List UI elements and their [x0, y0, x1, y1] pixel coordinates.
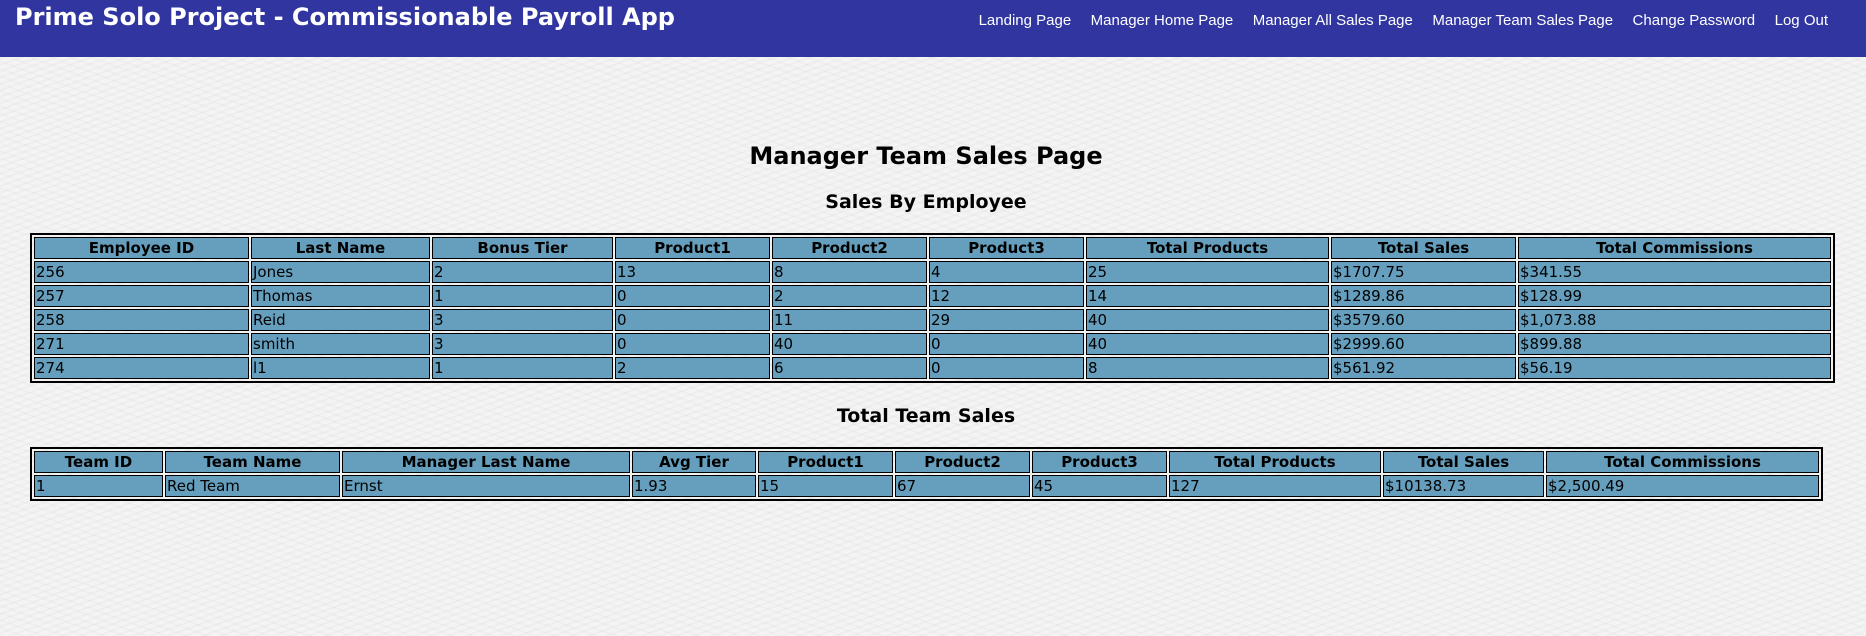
table-cell: Jones: [251, 261, 430, 283]
column-header: Total Commissions: [1518, 237, 1831, 259]
table-row: 271 smith 3 0 40 0 40 $2999.60 $899.88: [34, 333, 1831, 355]
table-cell: 1: [34, 475, 163, 497]
table-cell: 8: [1086, 357, 1329, 379]
table-cell: 29: [929, 309, 1084, 331]
table-cell: 256: [34, 261, 249, 283]
table-cell: 13: [615, 261, 770, 283]
column-header: Total Products: [1169, 451, 1381, 473]
table-cell: 0: [615, 309, 770, 331]
nav-link-change-password[interactable]: Change Password: [1632, 12, 1756, 29]
table-cell: $2,500.49: [1546, 475, 1819, 497]
table-cell: 2: [615, 357, 770, 379]
table-cell: 258: [34, 309, 249, 331]
table-cell: $1,073.88: [1518, 309, 1831, 331]
nav-link-log-out[interactable]: Log Out: [1774, 12, 1828, 29]
app-title: Prime Solo Project - Commissionable Payr…: [15, 3, 675, 31]
nav-link-manager-home-page[interactable]: Manager Home Page: [1090, 12, 1234, 29]
table-cell: 127: [1169, 475, 1381, 497]
table-row: 256 Jones 2 13 8 4 25 $1707.75 $341.55: [34, 261, 1831, 283]
nav-link-manager-all-sales-page[interactable]: Manager All Sales Page: [1252, 12, 1413, 29]
column-header: Total Commissions: [1546, 451, 1819, 473]
table-cell: 0: [929, 357, 1084, 379]
table-cell: $561.92: [1331, 357, 1516, 379]
column-header: Product3: [1032, 451, 1167, 473]
table-cell: $2999.60: [1331, 333, 1516, 355]
table-row: 274 l1 1 2 6 0 8 $561.92 $56.19: [34, 357, 1831, 379]
table-cell: 40: [1086, 333, 1329, 355]
table-cell: $10138.73: [1383, 475, 1544, 497]
table-cell: $899.88: [1518, 333, 1831, 355]
table-cell: 1: [432, 357, 613, 379]
table-cell: $3579.60: [1331, 309, 1516, 331]
team-sales-table: Team ID Team Name Manager Last Name Avg …: [30, 447, 1823, 501]
table-cell: $1707.75: [1331, 261, 1516, 283]
table-cell: $1289.86: [1331, 285, 1516, 307]
team-section-title: Total Team Sales: [836, 405, 1016, 427]
nav-link-manager-team-sales-page[interactable]: Manager Team Sales Page: [1432, 12, 1614, 29]
table-cell: l1: [251, 357, 430, 379]
table-cell: 40: [772, 333, 927, 355]
column-header: Product3: [929, 237, 1084, 259]
nav-links: Landing Page Manager Home Page Manager A…: [959, 12, 1828, 29]
table-cell: 12: [929, 285, 1084, 307]
table-cell: $128.99: [1518, 285, 1831, 307]
table-cell: 6: [772, 357, 927, 379]
table-cell: Ernst: [342, 475, 630, 497]
table-cell: 0: [929, 333, 1084, 355]
table-cell: 8: [772, 261, 927, 283]
table-cell: $56.19: [1518, 357, 1831, 379]
table-cell: 0: [615, 333, 770, 355]
column-header: Total Sales: [1383, 451, 1544, 473]
table-cell: Thomas: [251, 285, 430, 307]
table-row: 1 Red Team Ernst 1.93 15 67 45 127 $1013…: [34, 475, 1819, 497]
table-cell: 25: [1086, 261, 1329, 283]
nav-link-landing-page[interactable]: Landing Page: [978, 12, 1072, 29]
table-cell: $341.55: [1518, 261, 1831, 283]
table-cell: 2: [772, 285, 927, 307]
table-cell: 1.93: [632, 475, 756, 497]
table-cell: 14: [1086, 285, 1329, 307]
column-header: Product1: [615, 237, 770, 259]
table-cell: 11: [772, 309, 927, 331]
table-cell: 40: [1086, 309, 1329, 331]
column-header: Total Products: [1086, 237, 1329, 259]
employee-sales-table: Employee ID Last Name Bonus Tier Product…: [30, 233, 1835, 383]
table-cell: 3: [432, 309, 613, 331]
column-header: Avg Tier: [632, 451, 756, 473]
table-row: 258 Reid 3 0 11 29 40 $3579.60 $1,073.88: [34, 309, 1831, 331]
table-cell: Reid: [251, 309, 430, 331]
table-cell: 3: [432, 333, 613, 355]
employee-table-header-row: Employee ID Last Name Bonus Tier Product…: [34, 237, 1831, 259]
column-header: Product1: [758, 451, 893, 473]
table-cell: 271: [34, 333, 249, 355]
column-header: Team ID: [34, 451, 163, 473]
column-header: Total Sales: [1331, 237, 1516, 259]
employee-section-title: Sales By Employee: [825, 191, 1027, 213]
table-row: 257 Thomas 1 0 2 12 14 $1289.86 $128.99: [34, 285, 1831, 307]
table-cell: 257: [34, 285, 249, 307]
column-header: Product2: [772, 237, 927, 259]
table-cell: 67: [895, 475, 1030, 497]
table-cell: Red Team: [165, 475, 340, 497]
table-cell: 2: [432, 261, 613, 283]
column-header: Manager Last Name: [342, 451, 630, 473]
table-cell: 1: [432, 285, 613, 307]
table-cell: 15: [758, 475, 893, 497]
column-header: Team Name: [165, 451, 340, 473]
team-table-header-row: Team ID Team Name Manager Last Name Avg …: [34, 451, 1819, 473]
column-header: Product2: [895, 451, 1030, 473]
table-cell: 274: [34, 357, 249, 379]
top-nav-bar: Prime Solo Project - Commissionable Payr…: [0, 0, 1866, 57]
table-cell: 4: [929, 261, 1084, 283]
page-title: Manager Team Sales Page: [749, 142, 1103, 170]
column-header: Employee ID: [34, 237, 249, 259]
table-cell: 0: [615, 285, 770, 307]
table-cell: smith: [251, 333, 430, 355]
column-header: Bonus Tier: [432, 237, 613, 259]
column-header: Last Name: [251, 237, 430, 259]
table-cell: 45: [1032, 475, 1167, 497]
